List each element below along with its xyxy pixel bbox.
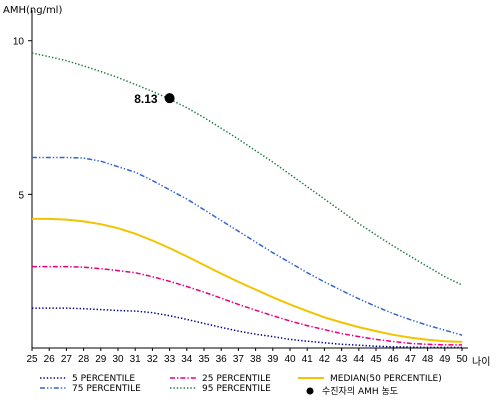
x-tick-label: 46 [388,354,400,365]
x-tick-label: 39 [267,354,279,365]
series-line-25-percentile [32,265,462,346]
series-line-5-percentile [32,307,462,349]
legend: 5 PERCENTILE 25 PERCENTILE MEDIAN(50 PERCE… [40,374,442,397]
patient-amh-point [164,93,175,104]
series-line-95-percentile [31,52,463,286]
x-tick-label: 42 [319,354,331,365]
x-tick-label: 34 [181,354,193,365]
x-tick-label: 27 [61,354,73,365]
x-tick-label: 35 [198,354,210,365]
legend-label: 75 PERCENTILE [72,384,141,394]
x-tick-label: 45 [370,354,382,365]
x-tick-label: 36 [216,354,228,365]
x-tick-label: 33 [164,354,176,365]
series-line-median-50-percentile [32,217,463,343]
y-ticks: 5 10 [13,37,32,201]
x-axis-title: 나이 [472,356,490,368]
x-tick-label: 30 [112,354,124,365]
patient-amh-value-label: 8.13 [134,92,158,106]
legend-marker-label: 수진자의 AMH 농도 [322,386,398,397]
x-tick-label: 29 [95,354,107,365]
x-tick-label: 49 [439,354,451,365]
x-tick-label: 31 [130,354,142,365]
x-tick-label: 48 [422,354,434,365]
x-tick-label: 28 [78,354,90,365]
legend-marker-dot [306,387,314,395]
x-tick-label: 44 [353,354,365,365]
x-tick-label: 47 [405,354,417,365]
legend-label: MEDIAN(50 PERCENTILE) [330,374,442,384]
x-tick-label: 41 [302,354,314,365]
y-tick-label: 10 [13,37,25,48]
y-axis-title: AMH(ng/ml) [3,5,62,16]
x-tick-label: 50 [456,354,468,365]
x-ticks: 25 26 27 28 29 30 31 32 33 34 35 36 37 38 39 40 41 42 43 44… [26,348,468,365]
legend-label: 25 PERCENTILE [202,374,271,384]
legend-label: 5 PERCENTILE [72,374,135,384]
series-lines [31,52,463,349]
x-tick-label: 32 [147,354,159,365]
x-tick-label: 38 [250,354,262,365]
plot-area: AMH(ng/ml) 나이 5 10 25 26 27 28 29 30 31 32 33 34 35… [3,5,490,368]
x-tick-label: 40 [284,354,296,365]
x-tick-label: 43 [336,354,348,365]
patient-marker: 8.13 [134,92,175,106]
x-tick-label: 25 [26,354,38,365]
series-line-75-percentile [32,156,463,336]
legend-label: 95 PERCENTILE [202,384,271,394]
x-tick-label: 37 [233,354,245,365]
x-tick-label: 26 [44,354,56,365]
y-tick-label: 5 [18,190,24,201]
